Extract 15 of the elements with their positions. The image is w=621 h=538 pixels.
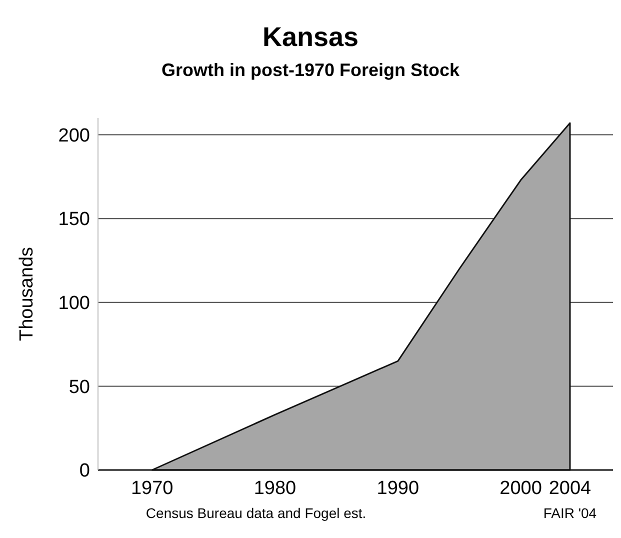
text: FAIR '04 [543,505,597,521]
x-tick-label: 1990 [376,478,420,499]
chart-subtitle: Growth in post-1970 Foreign Stock [161,60,461,80]
x-tick-label: 1970 [130,478,174,499]
y-tick-label: 50 [68,376,90,398]
text: Census Bureau data and Fogel est. [146,505,366,521]
y-tick-label: 0 [79,460,90,482]
chart-title: Kansas [262,22,359,52]
x-tick-label: 2004 [548,478,592,499]
x-tick-label: 1980 [254,478,296,499]
y-tick-label: 200 [58,125,90,146]
y-axis-title: Thousands [16,246,38,342]
x-tick-label: 2000 [500,478,542,499]
y-tick-label: 100 [58,293,90,314]
y-tick-label: 150 [58,209,90,230]
